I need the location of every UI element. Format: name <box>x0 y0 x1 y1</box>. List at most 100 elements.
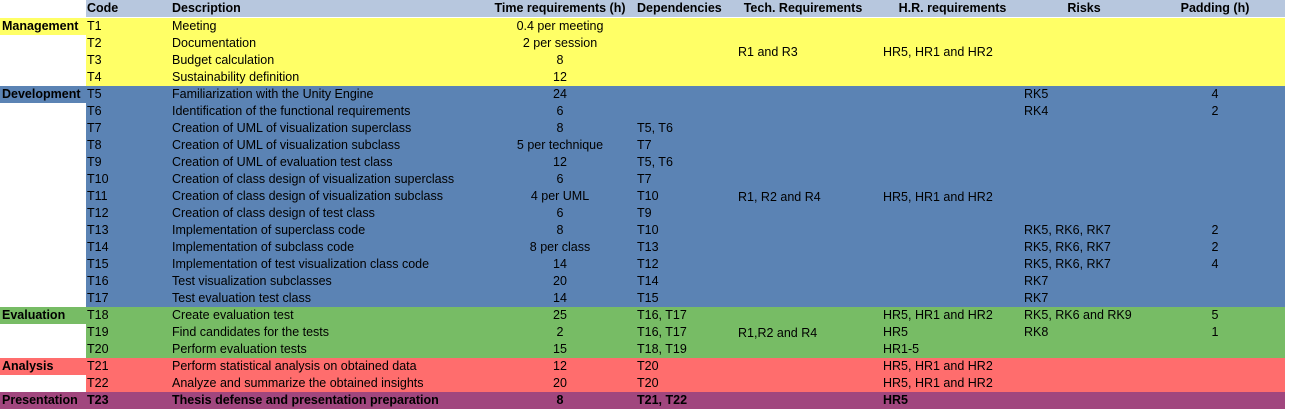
cell-description[interactable]: Find candidates for the tests <box>172 325 330 339</box>
cell-description[interactable]: Creation of UML of visualization supercl… <box>172 121 412 135</box>
cell-padding[interactable] <box>1170 358 1260 375</box>
cell-padding[interactable] <box>1170 69 1260 86</box>
cell-hr[interactable]: HR5 <box>883 393 909 407</box>
cell-padding[interactable] <box>1170 52 1260 69</box>
cell-code[interactable]: T12 <box>87 206 109 220</box>
cell-description[interactable]: Perform statistical analysis on obtained… <box>172 359 417 373</box>
cell-description[interactable]: Identification of the functional require… <box>172 104 411 118</box>
cell-risks[interactable]: RK5, RK6, RK7 <box>1024 223 1111 237</box>
cell-padding[interactable] <box>1170 273 1260 290</box>
merged-tech-requirements[interactable]: R1 and R3 <box>738 45 798 59</box>
cell-description[interactable]: Implementation of subclass code <box>172 240 355 254</box>
cell-risks[interactable]: RK8 <box>1024 325 1049 339</box>
cell-padding[interactable] <box>1170 120 1260 137</box>
cell-time[interactable]: 12 <box>553 359 567 373</box>
cell-hr[interactable]: HR1-5 <box>883 342 920 356</box>
cell-code[interactable]: T7 <box>87 121 102 135</box>
cell-description[interactable]: Thesis defense and presentation preparat… <box>172 393 439 407</box>
cell-time[interactable]: 8 <box>556 393 564 407</box>
cell-code[interactable]: T8 <box>87 138 102 152</box>
cell-description[interactable]: Creation of class design of test class <box>172 206 375 220</box>
cell-risks[interactable]: RK5, RK6 and RK9 <box>1024 308 1132 322</box>
cell-description[interactable]: Perform evaluation tests <box>172 342 307 356</box>
cell-code[interactable]: T10 <box>87 172 109 186</box>
merged-tech-requirements[interactable]: R1,R2 and R4 <box>738 325 818 340</box>
cell-description[interactable]: Documentation <box>172 36 257 50</box>
cell-padding[interactable]: 1 <box>1211 325 1219 339</box>
cell-dependencies[interactable]: T10 <box>637 189 659 203</box>
cell-dependencies[interactable]: T15 <box>637 291 659 305</box>
cell-time[interactable]: 6 <box>556 172 564 186</box>
merged-hr-requirements[interactable]: HR5, HR1 and HR2 <box>883 45 993 59</box>
cell-code[interactable]: T9 <box>87 155 102 169</box>
cell-description[interactable]: Sustainability definition <box>172 70 300 84</box>
cell-code[interactable]: T18 <box>87 308 109 322</box>
cell-description[interactable]: Meeting <box>172 19 217 33</box>
cell-code[interactable]: T22 <box>87 376 109 390</box>
cell-risks[interactable]: RK5, RK6, RK7 <box>1024 240 1111 254</box>
cell-description[interactable]: Creation of UML of visualization subclas… <box>172 138 401 152</box>
cell-padding[interactable] <box>1170 154 1260 171</box>
cell-time[interactable]: 12 <box>553 155 567 169</box>
cell-time[interactable]: 25 <box>553 308 567 322</box>
cell-time[interactable]: 0.4 per meeting <box>516 19 604 33</box>
cell-time[interactable]: 20 <box>553 376 567 390</box>
cell-code[interactable]: T4 <box>87 70 102 84</box>
cell-padding[interactable] <box>1170 290 1260 307</box>
cell-risks[interactable]: RK4 <box>1024 104 1049 118</box>
cell-code[interactable]: T16 <box>87 274 109 288</box>
cell-risks[interactable]: RK7 <box>1024 291 1049 305</box>
cell-padding[interactable]: 5 <box>1211 308 1219 322</box>
cell-description[interactable]: Analyze and summarize the obtained insig… <box>172 376 424 390</box>
cell-padding[interactable]: 2 <box>1211 223 1219 237</box>
cell-dependencies[interactable]: T7 <box>637 172 652 186</box>
cell-padding[interactable] <box>1170 18 1260 35</box>
header-dependencies[interactable]: Dependencies <box>637 1 722 15</box>
cell-time[interactable]: 2 <box>556 325 564 339</box>
cell-risks[interactable]: RK5, RK6, RK7 <box>1024 257 1111 271</box>
cell-padding[interactable]: 2 <box>1211 104 1219 118</box>
cell-dependencies[interactable]: T21, T22 <box>637 393 688 407</box>
cell-dependencies[interactable]: T16, T17 <box>637 308 687 322</box>
cell-time[interactable]: 14 <box>553 291 567 305</box>
cell-time[interactable]: 12 <box>553 70 567 84</box>
cell-time[interactable]: 6 <box>556 104 564 118</box>
cell-description[interactable]: Create evaluation test <box>172 308 294 322</box>
cell-dependencies[interactable]: T13 <box>637 240 659 254</box>
cell-code[interactable]: T1 <box>87 19 102 33</box>
cell-time[interactable]: 20 <box>553 274 567 288</box>
cell-code[interactable]: T14 <box>87 240 109 254</box>
cell-padding[interactable]: 4 <box>1211 257 1219 271</box>
cell-dependencies[interactable]: T16, T17 <box>637 325 687 339</box>
cell-time[interactable]: 8 per class <box>529 240 591 254</box>
cell-padding[interactable] <box>1170 171 1260 188</box>
header-code[interactable]: Code <box>87 1 119 15</box>
cell-description[interactable]: Test visualization subclasses <box>172 274 332 288</box>
merged-hr-requirements[interactable]: HR5, HR1 and HR2 <box>883 189 993 204</box>
cell-padding[interactable]: 4 <box>1211 87 1219 101</box>
cell-dependencies[interactable]: T18, T19 <box>637 342 687 356</box>
cell-dependencies[interactable]: T20 <box>637 359 659 373</box>
cell-description[interactable]: Implementation of superclass code <box>172 223 366 237</box>
cell-code[interactable]: T5 <box>87 87 102 101</box>
cell-time[interactable]: 14 <box>553 257 567 271</box>
merged-tech-requirements[interactable]: R1, R2 and R4 <box>738 189 821 204</box>
cell-time[interactable]: 8 <box>556 223 564 237</box>
cell-dependencies[interactable]: T20 <box>637 376 659 390</box>
header-time[interactable]: Time requirements (h) <box>494 1 626 15</box>
cell-description[interactable]: Creation of class design of visualizatio… <box>172 172 455 186</box>
cell-time[interactable]: 2 per session <box>522 36 598 50</box>
cell-time[interactable]: 8 <box>556 53 564 67</box>
cell-code[interactable]: T6 <box>87 104 102 118</box>
cell-dependencies[interactable]: T7 <box>637 138 652 152</box>
cell-code[interactable]: T19 <box>87 325 109 339</box>
cell-code[interactable]: T23 <box>87 393 109 407</box>
cell-padding[interactable] <box>1170 205 1260 222</box>
cell-code[interactable]: T15 <box>87 257 109 271</box>
header-tech[interactable]: Tech. Requirements <box>743 1 863 15</box>
header-padding[interactable]: Padding (h) <box>1180 1 1250 15</box>
cell-code[interactable]: T20 <box>87 342 109 356</box>
cell-padding[interactable] <box>1170 188 1260 205</box>
cell-hr[interactable]: HR5, HR1 and HR2 <box>883 359 993 373</box>
cell-dependencies[interactable]: T5, T6 <box>637 121 673 135</box>
